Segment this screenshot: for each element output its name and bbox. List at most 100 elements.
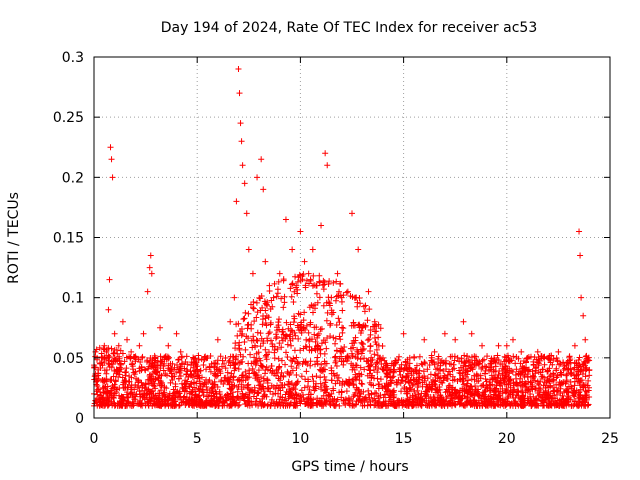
noise-point [501, 374, 508, 381]
noise-point [183, 371, 190, 378]
data-point [106, 276, 113, 283]
noise-point [275, 322, 282, 329]
noise-point [530, 362, 537, 369]
noise-point [479, 382, 486, 389]
noise-point [317, 374, 324, 381]
data-point [328, 294, 335, 301]
noise-point [578, 402, 585, 409]
data-point [157, 324, 164, 331]
noise-point [502, 363, 509, 370]
data-point [238, 138, 245, 145]
noise-point [497, 395, 504, 402]
noise-point [260, 375, 267, 382]
noise-point [287, 285, 294, 292]
noise-point [139, 393, 146, 400]
noise-point [541, 361, 548, 368]
noise-point [392, 357, 399, 364]
noise-point [368, 354, 375, 361]
noise-point [585, 354, 592, 361]
data-point [324, 162, 331, 169]
noise-point [441, 374, 448, 381]
noise-point [586, 384, 593, 391]
noise-point [235, 376, 242, 383]
noise-point [103, 378, 110, 385]
noise-point [98, 350, 105, 357]
noise-point [291, 329, 298, 336]
noise-point [445, 368, 452, 375]
noise-point [353, 362, 360, 369]
noise-point [367, 331, 374, 338]
noise-point [220, 381, 227, 388]
data-point [359, 324, 366, 331]
noise-point [189, 388, 196, 395]
noise-point [348, 353, 355, 360]
y-tick-label: 0.05 [53, 351, 84, 367]
noise-point [227, 401, 234, 408]
noise-point [264, 366, 271, 373]
noise-point [472, 389, 479, 396]
noise-point [580, 360, 587, 367]
noise-point [485, 367, 492, 374]
noise-point [567, 378, 574, 385]
data-point [565, 360, 572, 367]
noise-point [451, 357, 458, 364]
noise-point [461, 352, 468, 359]
noise-point [571, 375, 578, 382]
noise-point [458, 355, 465, 362]
data-point [392, 360, 399, 367]
noise-point [422, 402, 429, 409]
noise-point [413, 376, 420, 383]
noise-point [489, 381, 496, 388]
noise-point [259, 363, 266, 370]
x-axis-title: GPS time / hours [291, 459, 408, 475]
noise-point [284, 341, 291, 348]
data-point [586, 366, 593, 373]
noise-point [240, 353, 247, 360]
noise-point [567, 365, 574, 372]
noise-point [278, 344, 285, 351]
noise-point [233, 395, 240, 402]
noise-point [326, 302, 333, 309]
data-point [355, 246, 362, 253]
noise-point [277, 402, 284, 409]
noise-point [321, 373, 328, 380]
data-point [301, 258, 308, 265]
noise-point [269, 303, 276, 310]
noise-point [250, 304, 257, 311]
noise-point [320, 302, 327, 309]
noise-point [336, 333, 343, 340]
noise-point [410, 396, 417, 403]
noise-point [246, 398, 253, 405]
noise-point [295, 335, 302, 342]
data-point [136, 342, 143, 349]
noise-point [399, 377, 406, 384]
noise-point [282, 402, 289, 409]
noise-point [308, 347, 315, 354]
noise-point [222, 354, 229, 361]
noise-point [294, 378, 301, 385]
noise-point [507, 376, 514, 383]
noise-point [575, 368, 582, 375]
noise-point [191, 379, 198, 386]
noise-point [359, 347, 366, 354]
noise-point [120, 397, 127, 404]
noise-point [292, 273, 299, 280]
noise-point [413, 370, 420, 377]
noise-point [152, 376, 159, 383]
data-point [582, 336, 589, 343]
noise-point [230, 373, 237, 380]
noise-point [447, 401, 454, 408]
noise-point [553, 391, 560, 398]
noise-point [532, 395, 539, 402]
noise-point [384, 372, 391, 379]
noise-point [259, 383, 266, 390]
noise-point [278, 295, 285, 302]
noise-point [377, 325, 384, 332]
noise-point [268, 363, 275, 370]
noise-point [372, 363, 379, 370]
noise-point [203, 366, 210, 373]
noise-point [495, 388, 502, 395]
noise-point [195, 352, 202, 359]
noise-point [263, 393, 270, 400]
noise-point [254, 309, 261, 316]
